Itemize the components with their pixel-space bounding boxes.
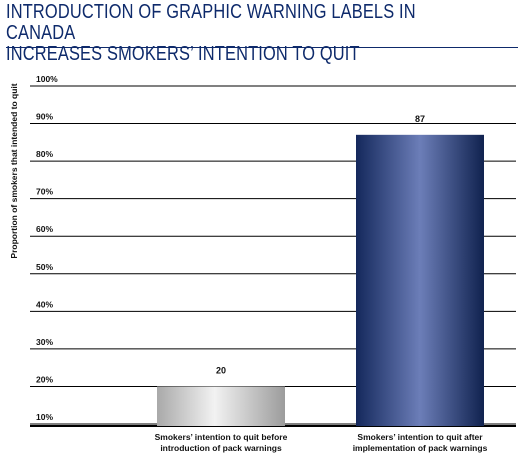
chart-title-line-1: INTRODUCTION OF GRAPHIC WARNING LABELS I…: [6, 1, 416, 44]
y-tick-label: 60%: [36, 224, 53, 234]
chart-title: INTRODUCTION OF GRAPHIC WARNING LABELS I…: [6, 2, 435, 65]
y-tick-label: 10%: [36, 412, 53, 422]
y-tick-label: 80%: [36, 149, 53, 159]
category-label: Smokers’ intention to quit before: [155, 432, 288, 442]
y-tick-label: 90%: [36, 112, 53, 122]
y-tick-label: 50%: [36, 262, 53, 272]
y-tick-label: 40%: [36, 299, 53, 309]
title-divider: [6, 47, 518, 48]
bars: [157, 134, 484, 427]
y-axis-label: Proportion of smokers that intended to q…: [9, 83, 19, 258]
bar-gray: [157, 386, 285, 426]
y-tick-label: 30%: [36, 337, 53, 347]
category-label: Smokers’ intention to quit after: [357, 432, 483, 442]
category-label: implementation of pack warnings: [353, 443, 488, 453]
bar-navy: [356, 134, 484, 427]
data-label: 20: [216, 365, 226, 375]
y-tick-label: 20%: [36, 374, 53, 384]
y-axis-ticks: 10% 20% 30% 40% 50% 60% 70% 80% 90% 100%: [36, 74, 58, 422]
category-labels: Smokers’ intention to quit beforeintrodu…: [155, 432, 488, 453]
y-tick-label: 100%: [36, 74, 58, 84]
y-tick-label: 70%: [36, 187, 53, 197]
category-label: introduction of pack warnings: [160, 443, 282, 453]
chart-title-line-2: INCREASES SMOKERS’ INTENTION TO QUIT: [6, 43, 360, 65]
data-label: 87: [415, 114, 425, 124]
